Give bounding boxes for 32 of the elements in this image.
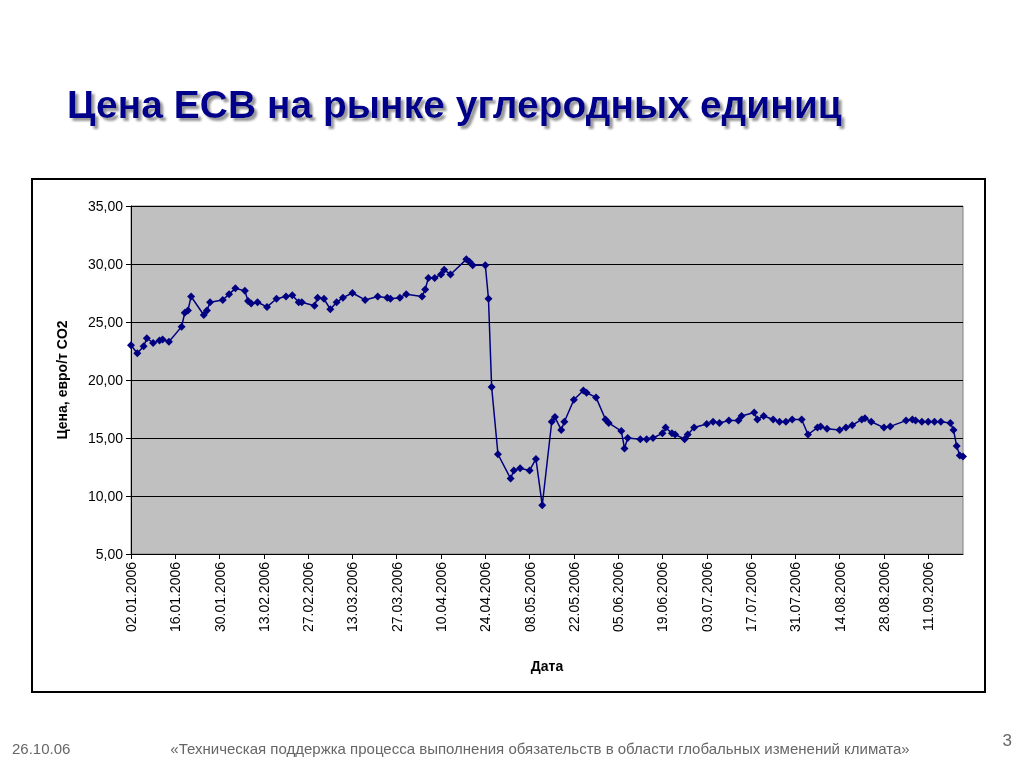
x-tick-label: 24.04.2006 xyxy=(477,561,494,633)
y-tick-label: 10,00 xyxy=(87,488,124,504)
x-axis-title: Дата xyxy=(530,658,564,674)
text: 26.10.06 xyxy=(12,739,71,757)
x-tick-label: 10.04.2006 xyxy=(433,561,450,633)
y-tick-label: 5,00 xyxy=(95,546,124,562)
x-tick-label: 31.07.2006 xyxy=(787,561,804,633)
x-tick-label: 13.03.2006 xyxy=(344,561,361,633)
y-tick-label: 35,00 xyxy=(87,198,124,214)
y-tick-label: 20,00 xyxy=(87,372,124,388)
x-tick-label: 03.07.2006 xyxy=(698,561,715,633)
x-tick-label: 08.05.2006 xyxy=(521,561,538,633)
text: 3 xyxy=(1002,730,1012,750)
x-tick-label: 27.02.2006 xyxy=(300,561,317,633)
x-tick-label: 27.03.2006 xyxy=(388,561,405,633)
chart-title: Цена ЕСВ на рынке углеродных единиц xyxy=(67,83,842,126)
x-tick-label: 22.05.2006 xyxy=(565,561,582,633)
x-tick-label: 02.01.2006 xyxy=(123,561,139,633)
x-tick-label: 19.06.2006 xyxy=(654,561,671,633)
y-tick-label: 30,00 xyxy=(87,256,124,272)
x-tick-label: 16.01.2006 xyxy=(167,561,184,633)
y-axis-title: Цена, евро/т CO2 xyxy=(54,320,70,440)
text: «Техническая поддержка процесса выполнения обязательств в области глобальных изменений климата» xyxy=(170,739,910,757)
y-tick-label: 25,00 xyxy=(87,314,124,330)
x-tick-label: 28.08.2006 xyxy=(875,561,892,633)
x-tick-label: 14.08.2006 xyxy=(831,561,848,633)
x-tick-label: 30.01.2006 xyxy=(211,561,228,633)
x-tick-label: 17.07.2006 xyxy=(743,561,760,633)
x-tick-label: 13.02.2006 xyxy=(255,561,272,633)
y-tick-label: 15,00 xyxy=(87,430,124,446)
x-tick-label: 05.06.2006 xyxy=(610,561,627,633)
x-tick-label: 11.09.2006 xyxy=(920,561,937,632)
